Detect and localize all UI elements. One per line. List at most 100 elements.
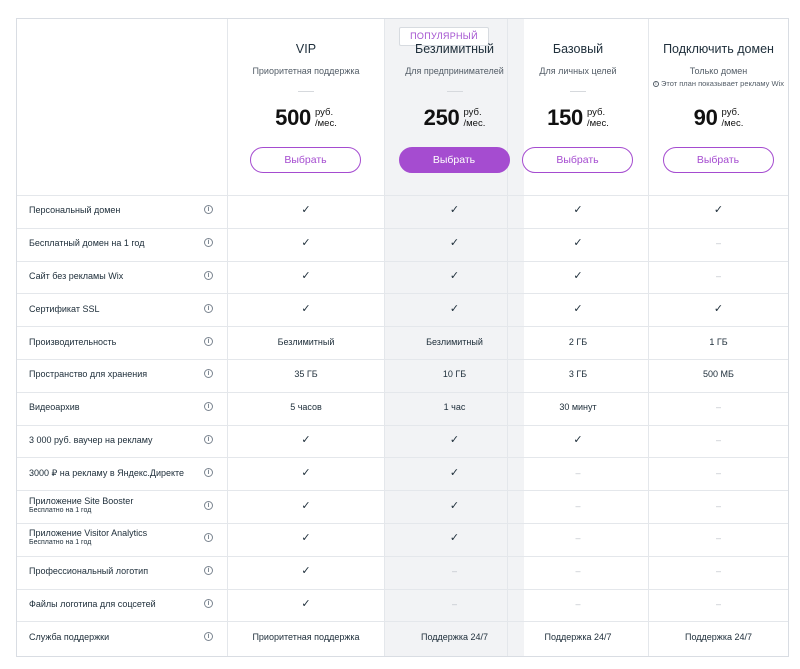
dash-mark: – — [715, 467, 721, 478]
feature-name: Приложение Site Booster — [29, 495, 134, 506]
dash-mark: – — [715, 402, 721, 413]
column-divider — [648, 19, 649, 656]
row-divider — [17, 588, 788, 590]
dash-mark: – — [575, 500, 581, 511]
price-unit: руб./мес. — [722, 107, 744, 129]
plan-name: Базовый — [552, 42, 604, 56]
price-amount: 90 — [693, 105, 718, 130]
plan-subtitle: Приоритетная поддержка — [252, 66, 360, 76]
dash-mark: – — [715, 533, 721, 544]
info-icon[interactable]: i — [204, 631, 213, 641]
price-currency: руб. — [586, 107, 606, 118]
info-icon[interactable]: i — [204, 402, 213, 412]
check-icon: ✓ — [713, 302, 724, 315]
check-icon: ✓ — [301, 598, 311, 610]
info-icon: i — [652, 81, 659, 88]
feature-label: Приложение Site Booster Бесплатно на 1 го… — [29, 496, 133, 514]
row-divider — [17, 326, 788, 328]
check-icon: ✓ — [573, 302, 583, 315]
row-divider — [17, 621, 788, 623]
highlighted-column-background — [384, 19, 524, 656]
feature-label: Файлы логотипа для соцсетей — [29, 599, 156, 609]
info-icon[interactable]: i — [204, 599, 213, 608]
check-icon: ✓ — [449, 237, 460, 250]
dash-mark: – — [451, 566, 457, 577]
info-icon[interactable]: i — [204, 467, 213, 477]
feature-label: Сертификат SSL — [29, 304, 99, 314]
check-icon: ✓ — [301, 532, 311, 545]
info-icon[interactable]: i — [204, 369, 213, 379]
info-icon[interactable]: i — [204, 271, 213, 280]
info-icon[interactable]: i — [204, 533, 213, 543]
plan-price: 500 руб./мес. — [236, 105, 376, 131]
row-divider — [17, 260, 788, 262]
select-plan-button[interactable]: Выбрать — [522, 147, 633, 173]
feature-label: 3000 ₽ на рекламу в Яндекс.Директе — [29, 468, 184, 479]
price-period: /мес. — [586, 118, 609, 129]
feature-label: Видеоархив — [29, 402, 80, 412]
feature-name: Сайт без рекламы Wix — [29, 271, 124, 281]
plan-note-text: Этот план показывает рекламу Wix — [660, 79, 785, 88]
plan-subtitle: Для личных целей — [539, 66, 617, 76]
feature-subtext: Бесплатно на 1 год — [29, 539, 92, 547]
price-currency: руб. — [463, 107, 482, 118]
dash-mark: – — [715, 271, 721, 281]
cell-value: 1 ГБ — [709, 336, 728, 347]
feature-name: Сертификат SSL — [29, 303, 100, 314]
check-icon: ✓ — [449, 204, 460, 217]
row-divider — [17, 195, 788, 196]
plan-column-2: Базовый Для личных целей 150 руб./мес. Выбра… — [508, 19, 648, 189]
check-icon: ✓ — [301, 499, 311, 512]
row-divider — [17, 490, 788, 492]
row-divider — [17, 424, 788, 426]
feature-subtext: Бесплатно на 1 год — [29, 506, 92, 514]
plan-divider — [446, 91, 463, 92]
cell-value: 10 ГБ — [442, 369, 467, 380]
select-plan-button[interactable]: Выбрать — [250, 147, 361, 173]
check-icon: ✓ — [449, 434, 460, 446]
price-currency: руб. — [314, 107, 334, 118]
price-amount: 150 — [547, 105, 583, 130]
plan-divider — [570, 91, 586, 92]
column-divider — [507, 19, 508, 656]
dash-mark: – — [715, 238, 721, 249]
select-plan-button[interactable]: Выбрать — [662, 147, 774, 173]
plan-name: VIP — [295, 42, 317, 56]
dash-mark: – — [715, 599, 721, 609]
select-plan-button[interactable]: Выбрать — [398, 147, 510, 173]
feature-name: Файлы логотипа для соцсетей — [29, 599, 156, 609]
feature-label: Производительность — [29, 337, 116, 347]
price-period: /мес. — [463, 118, 486, 129]
info-icon[interactable]: i — [204, 205, 213, 215]
feature-name: Персональный домен — [29, 205, 121, 216]
column-divider — [384, 19, 385, 656]
cell-value: 3 ГБ — [568, 369, 588, 380]
feature-name: Бесплатный домен на 1 год — [29, 238, 145, 249]
dash-mark: – — [575, 566, 581, 577]
dash-mark: – — [575, 599, 581, 609]
info-icon[interactable]: i — [204, 435, 213, 444]
cell-value: 5 часов — [290, 402, 322, 413]
feature-name: Видеоархив — [29, 402, 80, 413]
cell-value: 2 ГБ — [568, 336, 588, 347]
plan-name: Подключить домен — [663, 42, 774, 56]
cell-value: Поддержка 24/7 — [421, 631, 488, 642]
info-icon[interactable]: i — [204, 566, 213, 576]
cell-value: 35 ГБ — [294, 369, 318, 380]
check-icon: ✓ — [449, 466, 460, 479]
info-icon[interactable]: i — [204, 500, 213, 510]
info-icon[interactable]: i — [204, 303, 213, 313]
info-icon[interactable]: i — [204, 336, 213, 346]
cell-value: 30 минут — [559, 402, 597, 413]
cell-value: Поддержка 24/7 — [685, 631, 752, 642]
feature-label: 3 000 руб. ваучер на рекламу — [29, 435, 153, 445]
check-icon: ✓ — [301, 204, 311, 217]
row-divider — [17, 359, 788, 360]
row-divider — [17, 391, 788, 393]
cell-value: Поддержка 24/7 — [544, 631, 612, 642]
cell-value: Приоритетная поддержка — [252, 631, 360, 642]
plan-subtitle: Только домен — [689, 66, 748, 76]
row-divider — [17, 555, 788, 557]
info-icon[interactable]: i — [204, 238, 213, 248]
feature-name: Пространство для хранения — [29, 369, 148, 380]
